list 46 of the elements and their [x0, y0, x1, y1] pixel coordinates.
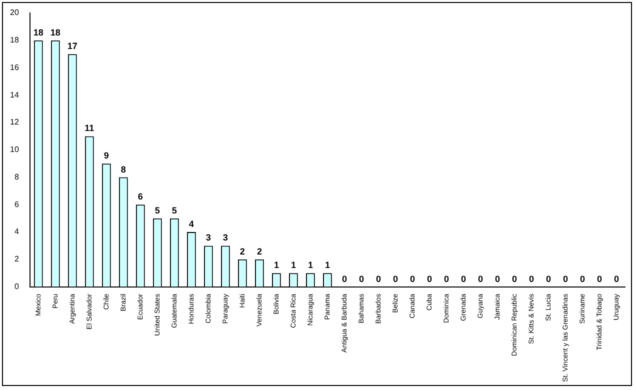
y-tick-label: 2 [14, 254, 20, 264]
data-label: 0 [546, 274, 551, 284]
data-label: 17 [67, 41, 78, 52]
y-tick-label: 10 [10, 145, 20, 154]
data-label: 0 [426, 274, 432, 284]
data-label: 1 [324, 260, 330, 270]
y-tick-label: 6 [14, 200, 20, 209]
data-label: 8 [120, 164, 126, 174]
data-label: 11 [84, 123, 94, 134]
data-label: 5 [172, 205, 177, 216]
data-label: 0 [614, 274, 620, 284]
y-tick-label: 8 [14, 172, 20, 182]
data-label: 1 [274, 260, 279, 270]
data-label: 4 [188, 219, 194, 230]
data-label: 0 [376, 274, 381, 284]
data-label: 0 [580, 274, 585, 284]
data-label: 0 [444, 274, 449, 284]
y-tick-label: 14 [10, 90, 20, 100]
data-label: 0 [358, 274, 364, 284]
data-label: 2 [256, 246, 262, 256]
data-label: 0 [512, 274, 517, 284]
data-label: 0 [478, 274, 483, 284]
y-tick-label: 18 [10, 36, 20, 45]
data-label: 18 [50, 27, 60, 38]
data-label: 1 [308, 260, 313, 270]
y-tick-label: 4 [14, 227, 20, 236]
data-label: 0 [562, 274, 568, 284]
data-label: 1 [290, 260, 296, 270]
data-label: 0 [410, 274, 415, 284]
data-label: 0 [528, 274, 534, 284]
data-label: 0 [494, 274, 500, 284]
y-tick-label: 16 [10, 62, 20, 72]
data-label: 0 [392, 274, 398, 284]
data-label: 9 [104, 150, 109, 161]
data-label: 0 [460, 274, 466, 284]
data-label: 5 [154, 205, 160, 216]
data-label: 3 [222, 232, 228, 243]
data-label: 2 [240, 246, 245, 256]
y-tick-label: 20 [10, 8, 20, 18]
data-label: 3 [206, 232, 211, 243]
data-label: 18 [33, 27, 44, 38]
data-label: 0 [342, 274, 347, 284]
data-label: 0 [596, 274, 602, 284]
y-tick-label: 12 [10, 118, 20, 127]
y-tick-label: 0 [14, 282, 20, 292]
data-label: 6 [138, 192, 143, 202]
